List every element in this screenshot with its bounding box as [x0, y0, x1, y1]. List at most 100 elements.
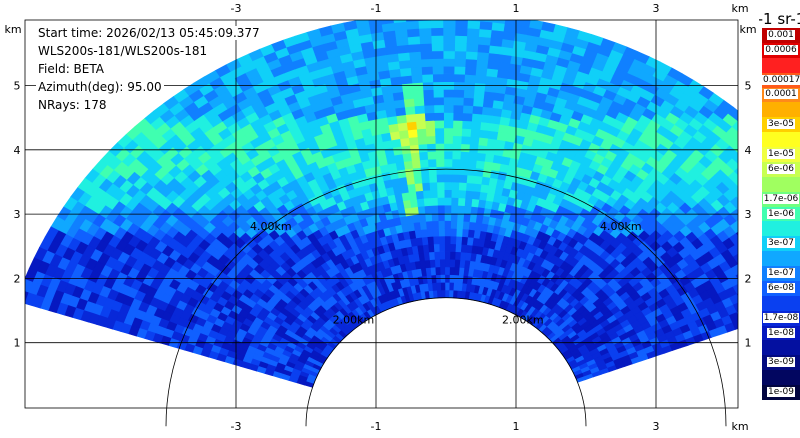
backscatter-cell	[466, 35, 480, 45]
x-tick-label: 3	[653, 420, 660, 433]
backscatter-cell	[454, 50, 467, 60]
backscatter-cell	[430, 35, 444, 44]
backscatter-cell	[417, 20, 432, 29]
backscatter-cell	[433, 243, 440, 253]
backscatter-cell	[444, 289, 450, 299]
backscatter-cell	[459, 251, 467, 261]
backscatter-cell	[462, 220, 470, 230]
backscatter-cell	[736, 292, 738, 297]
backscatter-cell	[25, 292, 37, 307]
backscatter-cell	[442, 65, 455, 75]
backscatter-cell	[457, 205, 465, 214]
y-tick-label: 1	[14, 337, 21, 350]
colorbar-tick-text: 1.7e-08	[762, 312, 800, 323]
backscatter-cell	[396, 44, 410, 54]
backscatter-cell	[444, 251, 451, 260]
backscatter-cell	[436, 189, 445, 198]
colorbar-segment	[762, 340, 800, 356]
backscatter-cell	[431, 42, 444, 52]
backscatter-cell	[469, 205, 479, 216]
plot-frame	[24, 19, 739, 409]
backscatter-cell	[443, 119, 454, 129]
colorbar-segment	[762, 295, 800, 312]
backscatter-cell	[469, 213, 478, 223]
colorbar-tick-text: 3e-05	[767, 119, 795, 130]
colorbar: 0.001 0.0006 0.00017 0.0001 3e-05 1e-05 6e-06 1…	[762, 28, 800, 401]
colorbar-segment	[762, 176, 800, 193]
backscatter-cell	[400, 75, 413, 85]
backscatter-cell	[393, 99, 405, 109]
backscatter-cell	[466, 174, 476, 184]
colorbar-tick-text: 1e-05	[767, 148, 795, 159]
backscatter-cell	[465, 50, 478, 60]
range-ring-arc	[305, 297, 587, 427]
backscatter-cell	[429, 189, 438, 199]
colorbar-tick-label: 0.001	[762, 29, 800, 41]
backscatter-cell	[422, 89, 434, 99]
backscatter-cell	[745, 256, 757, 268]
backscatter-cell	[453, 58, 466, 67]
backscatter-cell	[477, 36, 491, 46]
backscatter-cell	[440, 281, 446, 291]
backscatter-cell	[413, 174, 423, 185]
backscatter-cell	[467, 228, 475, 238]
backscatter-cell	[449, 243, 457, 252]
backscatter-cell	[417, 143, 428, 153]
backscatter-cell	[421, 66, 433, 75]
backscatter-cell	[416, 135, 428, 145]
colorbar-segment	[762, 251, 800, 267]
colorbar-tick-text: 1e-06	[767, 208, 795, 219]
y-unit-label: km	[4, 23, 21, 36]
backscatter-cell	[461, 127, 472, 137]
backscatter-cell	[418, 35, 432, 45]
x-unit-label: km	[731, 2, 748, 15]
x-tick-label: -3	[231, 420, 242, 433]
backscatter-cell	[732, 319, 738, 330]
backscatter-cell	[401, 82, 414, 93]
backscatter-cell	[470, 120, 482, 130]
backscatter-cell	[407, 128, 418, 139]
colorbar-tick-label: 6e-06	[762, 163, 800, 175]
backscatter-cell	[439, 258, 446, 268]
colorbar-segment	[762, 57, 800, 74]
colorbar-segment	[762, 102, 800, 118]
backscatter-cell	[425, 127, 436, 137]
backscatter-cell	[408, 136, 419, 146]
backscatter-cell	[438, 243, 446, 252]
backscatter-cell	[430, 20, 444, 21]
backscatter-cell	[473, 82, 486, 92]
colorbar-tick-text: 3e-07	[767, 238, 795, 249]
colorbar-tick-text: 0.00017	[762, 74, 800, 85]
backscatter-cell	[443, 104, 454, 113]
backscatter-cell	[394, 28, 408, 39]
backscatter-cell	[454, 20, 468, 29]
backscatter-cell	[484, 75, 498, 86]
backscatter-cell	[421, 73, 434, 83]
y-tick-label: 3	[14, 208, 21, 221]
backscatter-cell	[403, 98, 415, 108]
backscatter-cell	[399, 67, 412, 77]
backscatter-cell	[480, 113, 492, 124]
x-tick-label: 1	[513, 420, 520, 433]
backscatter-cell	[468, 221, 476, 231]
backscatter-cell	[745, 306, 756, 317]
backscatter-cell	[449, 235, 457, 245]
colorbar-tick-label: 3e-09	[762, 357, 800, 368]
backscatter-cell	[420, 166, 430, 176]
backscatter-cell	[399, 137, 410, 147]
backscatter-cell	[443, 150, 453, 160]
backscatter-cell	[748, 314, 759, 325]
y-tick-label-right: 5	[745, 80, 752, 93]
backscatter-cell	[485, 145, 496, 155]
backscatter-cell	[443, 173, 453, 183]
colorbar-tick-text: 3e-09	[767, 357, 795, 368]
backscatter-cell	[478, 129, 490, 139]
backscatter-cell	[425, 220, 433, 230]
backscatter-cell	[442, 27, 456, 36]
backscatter-cell	[422, 189, 431, 199]
backscatter-cell	[454, 35, 468, 44]
backscatter-cell	[443, 166, 453, 175]
backscatter-cell	[452, 127, 463, 137]
backscatter-cell	[439, 251, 446, 260]
backscatter-cell	[449, 258, 456, 268]
